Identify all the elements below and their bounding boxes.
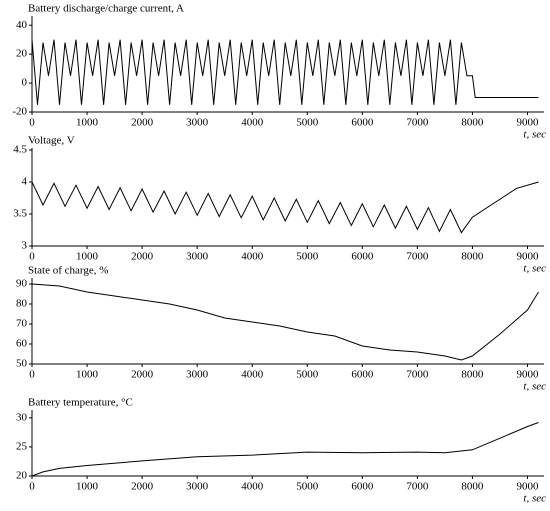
x-tick-label: 3000 [186, 117, 209, 129]
x-axis-label: t, sec [523, 381, 546, 393]
x-tick-label: 8000 [461, 251, 484, 263]
y-tick-label: 80 [16, 298, 28, 310]
y-tick-label: 90 [16, 278, 28, 290]
x-tick-label: 9000 [516, 117, 539, 129]
x-tick-label: 1000 [76, 117, 99, 129]
x-tick-label: 6000 [351, 117, 374, 129]
x-tick-label: 1000 [76, 369, 99, 381]
y-tick-label: 4 [22, 176, 28, 188]
y-tick-label: 40 [16, 19, 28, 31]
x-tick-label: 1000 [76, 481, 99, 493]
x-tick-label: 3000 [186, 251, 209, 263]
y-tick-label: 50 [16, 358, 28, 370]
x-tick-label: 2000 [131, 117, 154, 129]
data-line [31, 39, 539, 105]
x-tick-label: 4000 [241, 251, 264, 263]
x-tick-label: 4000 [241, 369, 264, 381]
x-axis-label: t, sec [523, 493, 546, 505]
y-tick-label: 25 [16, 440, 28, 452]
x-tick-label: 5000 [296, 251, 319, 263]
x-tick-label: 0 [29, 117, 35, 129]
chart-title: State of charge, % [28, 265, 108, 277]
y-tick-label: 20 [16, 470, 28, 482]
y-tick-label: 70 [16, 318, 28, 330]
x-tick-label: 7000 [406, 369, 429, 381]
x-tick-label: 3000 [186, 481, 209, 493]
y-tick-label: 30 [16, 411, 28, 423]
data-line [31, 181, 539, 234]
chart-title: Battery temperature, °C [28, 397, 133, 409]
x-tick-label: 4000 [241, 481, 264, 493]
y-tick-label: -20 [12, 106, 27, 118]
chart-title: Voltage, V [28, 135, 75, 147]
x-tick-label: 8000 [461, 481, 484, 493]
x-axis-label: t, sec [523, 129, 546, 141]
x-tick-label: 6000 [351, 369, 374, 381]
x-tick-label: 9000 [516, 369, 539, 381]
x-tick-label: 4000 [241, 117, 264, 129]
x-tick-label: 2000 [131, 481, 154, 493]
x-tick-label: 8000 [461, 369, 484, 381]
x-tick-label: 7000 [406, 251, 429, 263]
x-tick-label: 0 [29, 251, 35, 263]
x-tick-label: 8000 [461, 117, 484, 129]
x-axis-label: t, sec [523, 263, 546, 275]
y-tick-label: 4.5 [13, 144, 27, 156]
x-tick-label: 0 [29, 481, 35, 493]
x-tick-label: 2000 [131, 369, 154, 381]
x-tick-label: 6000 [351, 251, 374, 263]
x-tick-label: 0 [29, 369, 35, 381]
x-tick-label: 9000 [516, 481, 539, 493]
chart-title: Battery discharge/charge current, A [28, 3, 184, 15]
y-tick-label: 60 [16, 338, 28, 350]
data-line [31, 422, 539, 477]
x-tick-label: 2000 [131, 251, 154, 263]
y-tick-label: 0 [22, 77, 28, 89]
x-tick-label: 1000 [76, 251, 99, 263]
x-tick-label: 7000 [406, 481, 429, 493]
x-tick-label: 5000 [296, 117, 319, 129]
data-line [31, 283, 539, 361]
y-tick-label: 20 [16, 48, 28, 60]
x-tick-label: 5000 [296, 369, 319, 381]
x-tick-label: 9000 [516, 251, 539, 263]
x-tick-label: 5000 [296, 481, 319, 493]
x-tick-label: 3000 [186, 369, 209, 381]
x-tick-label: 6000 [351, 481, 374, 493]
y-tick-label: 3 [22, 240, 28, 252]
y-tick-label: 3.5 [13, 208, 27, 220]
x-tick-label: 7000 [406, 117, 429, 129]
